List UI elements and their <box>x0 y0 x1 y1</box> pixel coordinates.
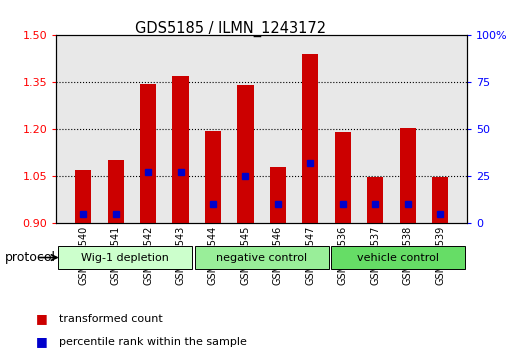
Bar <box>302 54 319 223</box>
Bar <box>205 131 221 223</box>
Text: vehicle control: vehicle control <box>358 252 440 263</box>
Text: percentile rank within the sample: percentile rank within the sample <box>59 337 247 347</box>
FancyBboxPatch shape <box>331 246 465 269</box>
Bar <box>367 177 383 223</box>
Bar <box>400 128 416 223</box>
Bar <box>172 76 189 223</box>
Text: GDS5185 / ILMN_1243172: GDS5185 / ILMN_1243172 <box>135 21 326 38</box>
Text: Wig-1 depletion: Wig-1 depletion <box>81 252 169 263</box>
Text: ■: ■ <box>36 312 48 325</box>
Bar <box>432 177 448 223</box>
Bar <box>238 85 253 223</box>
Text: ■: ■ <box>36 335 48 348</box>
Text: protocol: protocol <box>5 251 56 264</box>
Bar <box>75 170 91 223</box>
FancyBboxPatch shape <box>58 246 192 269</box>
Bar <box>334 132 351 223</box>
Bar <box>140 84 156 223</box>
Bar <box>108 160 124 223</box>
FancyBboxPatch shape <box>194 246 329 269</box>
Text: negative control: negative control <box>216 252 307 263</box>
Text: transformed count: transformed count <box>59 314 163 324</box>
Bar <box>270 167 286 223</box>
